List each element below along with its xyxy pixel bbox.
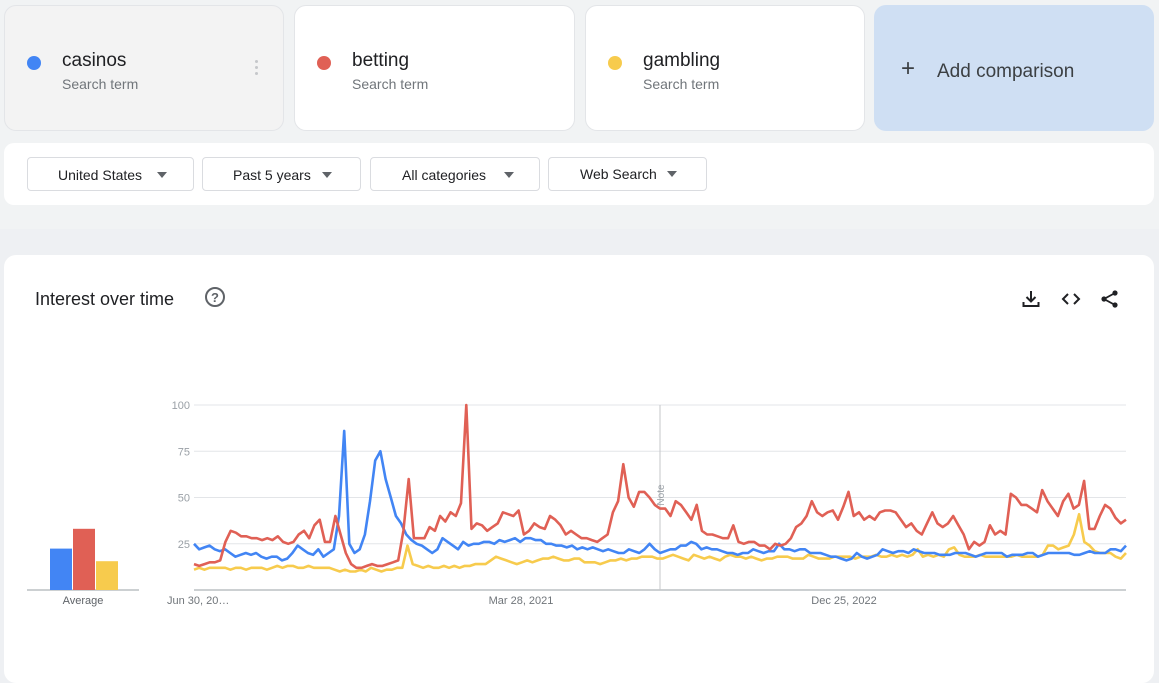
add-comparison-button[interactable]: + Add comparison	[874, 5, 1154, 131]
series-line-casinos[interactable]	[193, 429, 1127, 562]
region-dropdown[interactable]: United States	[27, 157, 194, 191]
casinos-color-dot	[27, 56, 41, 70]
term-type-label: Search term	[352, 76, 429, 92]
gambling-color-dot	[608, 56, 622, 70]
download-icon[interactable]	[1020, 288, 1042, 310]
term-name[interactable]: betting	[352, 50, 410, 71]
average-bar-casinos	[50, 548, 72, 590]
y-tick-label: 25	[178, 539, 190, 551]
series-line-betting[interactable]	[193, 403, 1127, 570]
interest-line-chart: 100 75 50 25 Note Jun 30, 20… Mar 28, 2021 Dec …	[167, 400, 1127, 607]
share-icon[interactable]	[1099, 288, 1121, 310]
y-tick-label: 100	[172, 400, 190, 412]
term-name[interactable]: gambling	[643, 50, 721, 71]
time-range-dropdown[interactable]: Past 5 years	[202, 157, 361, 191]
search-type-dropdown[interactable]: Web Search	[548, 157, 707, 191]
caret-down-icon	[157, 172, 167, 178]
help-icon[interactable]: ?	[205, 287, 225, 307]
y-tick-label: 50	[178, 493, 190, 505]
category-value: All categories	[402, 167, 487, 183]
term-card-gambling[interactable]: gambling Search term	[585, 5, 865, 131]
caret-down-icon	[667, 171, 677, 177]
more-options-icon[interactable]	[255, 60, 259, 78]
embed-code-icon[interactable]	[1060, 288, 1082, 310]
add-comparison-label: Add comparison	[937, 61, 1075, 82]
interest-over-time-card: Interest over time ? Average 100 75 50 25 No…	[4, 255, 1154, 683]
x-tick-label: Jun 30, 20…	[167, 595, 229, 607]
region-value: United States	[58, 167, 143, 183]
average-bar-betting	[73, 528, 95, 590]
term-card-casinos[interactable]: casinos Search term	[4, 5, 284, 131]
term-type-label: Search term	[62, 76, 139, 92]
search-type-value: Web Search	[580, 166, 657, 182]
plus-icon: +	[901, 55, 916, 82]
average-label: Average	[63, 595, 104, 607]
term-type-label: Search term	[643, 76, 720, 92]
x-tick-label: Mar 28, 2021	[489, 595, 554, 607]
y-tick-label: 75	[178, 446, 190, 458]
x-tick-label: Dec 25, 2022	[811, 595, 876, 607]
card-title: Interest over time	[35, 289, 175, 309]
caret-down-icon	[322, 172, 332, 178]
series-line-gambling[interactable]	[193, 512, 1127, 573]
filter-bar: United States Past 5 years All categorie…	[4, 143, 1154, 205]
average-bar-chart: Average	[27, 528, 139, 607]
caret-down-icon	[504, 172, 514, 178]
note-label[interactable]: Note	[656, 484, 667, 506]
betting-color-dot	[317, 56, 331, 70]
category-dropdown[interactable]: All categories	[370, 157, 540, 191]
average-bar-gambling	[96, 561, 118, 590]
term-name[interactable]: casinos	[62, 50, 127, 71]
time-range-value: Past 5 years	[233, 167, 311, 183]
term-card-betting[interactable]: betting Search term	[294, 5, 575, 131]
